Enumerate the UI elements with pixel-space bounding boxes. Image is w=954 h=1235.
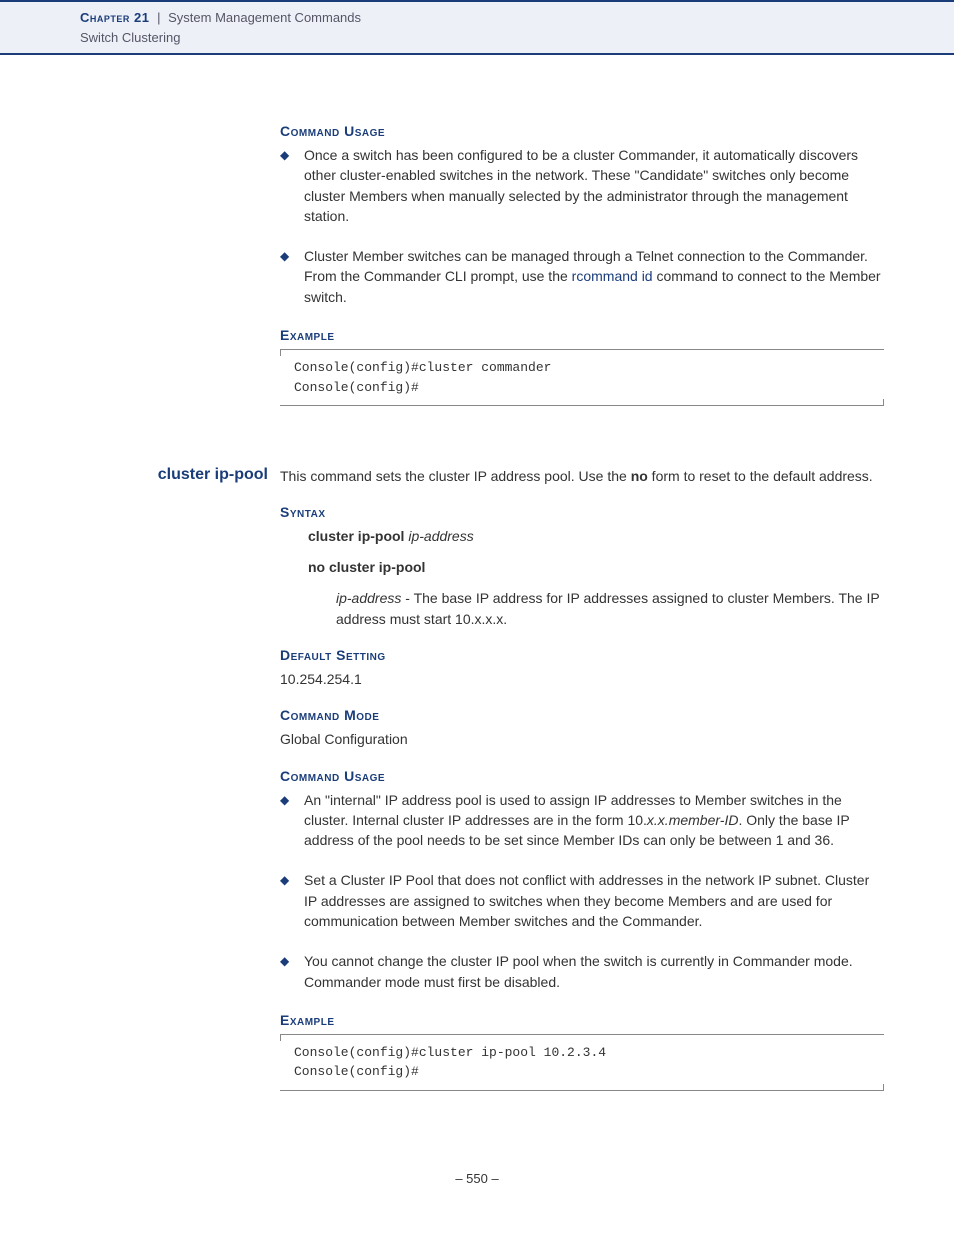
syntax-cmd: cluster ip-pool	[308, 528, 404, 544]
syntax-line: cluster ip-pool ip-address	[308, 526, 884, 547]
desc-bold: no	[631, 468, 648, 484]
header-separator: |	[153, 10, 164, 25]
bullet-text: You cannot change the cluster IP pool wh…	[304, 953, 853, 989]
bullet-text-italic: x.x.member-ID	[647, 812, 739, 828]
syntax-arg: ip-address	[408, 528, 473, 544]
bullet-item: An "internal" IP address pool is used to…	[280, 790, 884, 851]
command-name: cluster ip-pool	[80, 466, 280, 484]
argument-description: ip-address - The base IP address for IP …	[336, 588, 884, 629]
page-content: Command Usage Once a switch has been con…	[0, 55, 954, 1151]
heading-command-usage: Command Usage	[280, 123, 884, 139]
section-command-usage-1: Command Usage Once a switch has been con…	[280, 123, 884, 406]
arg-desc-text: - The base IP address for IP addresses a…	[336, 590, 879, 626]
chapter-label: Chapter 21	[80, 10, 149, 25]
command-description: This command sets the cluster IP address…	[280, 466, 884, 486]
syntax-line: no cluster ip-pool	[308, 557, 884, 578]
heading-example: Example	[280, 1012, 884, 1028]
syntax-cmd: no cluster ip-pool	[308, 559, 425, 575]
bullet-text: Set a Cluster IP Pool that does not conf…	[304, 872, 869, 929]
desc-post: form to reset to the default address.	[648, 468, 873, 484]
command-entry: cluster ip-pool This command sets the cl…	[80, 466, 884, 486]
heading-syntax: Syntax	[280, 504, 884, 520]
rcommand-id-link[interactable]: rcommand id	[572, 268, 653, 284]
bullet-item: Once a switch has been configured to be …	[280, 145, 884, 226]
page-header: Chapter 21 | System Management Commands …	[0, 0, 954, 55]
bullet-text: Once a switch has been configured to be …	[304, 147, 858, 224]
arg-name: ip-address	[336, 590, 401, 606]
page-number: – 550 –	[455, 1171, 498, 1186]
header-subtitle: Switch Clustering	[80, 28, 954, 48]
heading-command-mode: Command Mode	[280, 707, 884, 723]
heading-default-setting: Default Setting	[280, 647, 884, 663]
command-body-block: Syntax cluster ip-pool ip-address no clu…	[280, 504, 884, 1091]
heading-example: Example	[280, 327, 884, 343]
bullet-item: You cannot change the cluster IP pool wh…	[280, 951, 884, 992]
usage-bullet-list: Once a switch has been configured to be …	[280, 145, 884, 307]
header-title: System Management Commands	[168, 10, 361, 25]
mode-value: Global Configuration	[280, 729, 884, 749]
bullet-item: Cluster Member switches can be managed t…	[280, 246, 884, 307]
desc-pre: This command sets the cluster IP address…	[280, 468, 631, 484]
bullet-item: Set a Cluster IP Pool that does not conf…	[280, 870, 884, 931]
example-code-block: Console(config)#cluster ip-pool 10.2.3.4…	[280, 1034, 884, 1091]
heading-command-usage: Command Usage	[280, 768, 884, 784]
page-footer: – 550 –	[0, 1151, 954, 1206]
default-value: 10.254.254.1	[280, 669, 884, 689]
example-code-block: Console(config)#cluster commander Consol…	[280, 349, 884, 406]
usage-bullet-list-2: An "internal" IP address pool is used to…	[280, 790, 884, 992]
